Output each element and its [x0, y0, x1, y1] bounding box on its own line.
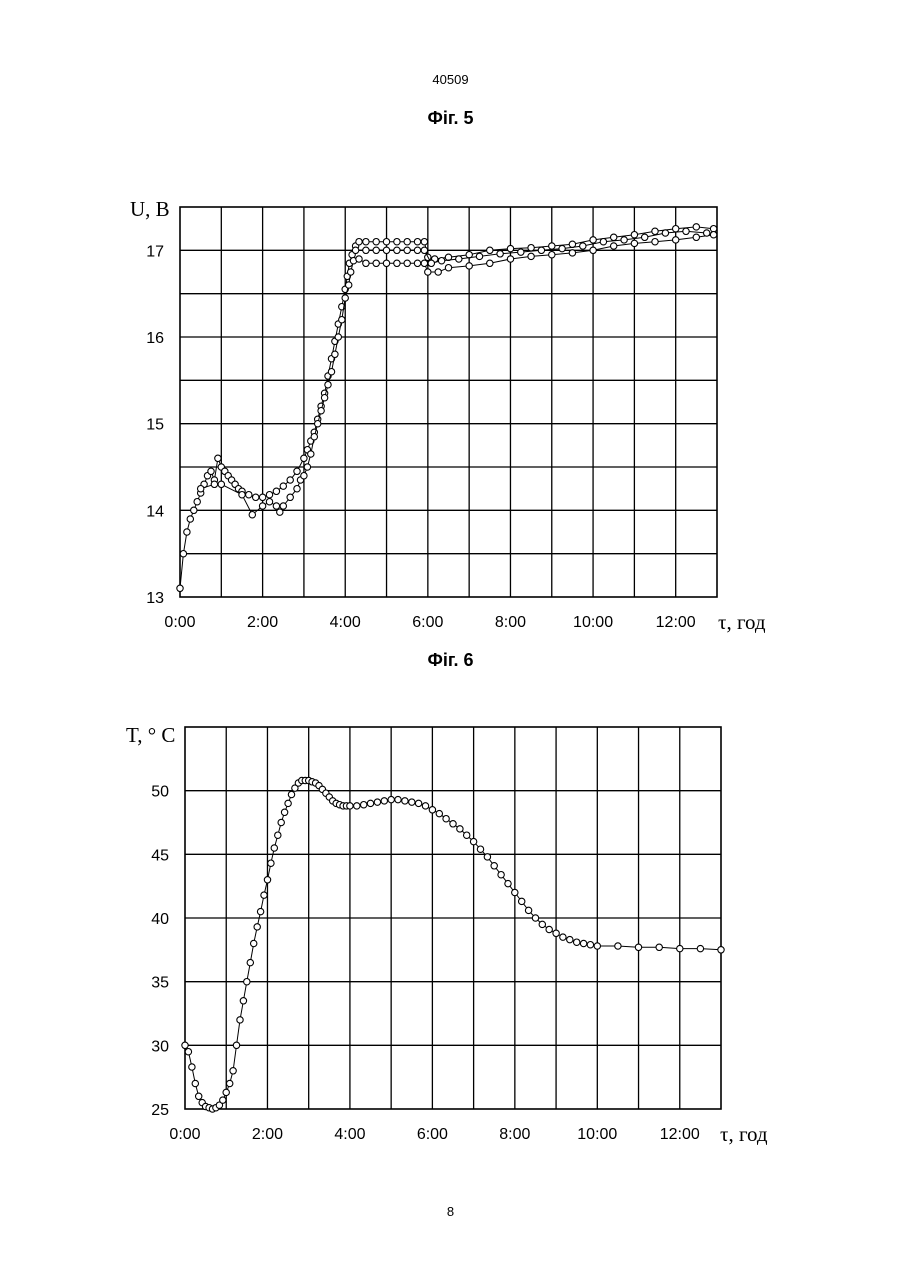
x-tick-label: 10:00	[577, 1126, 617, 1143]
y-axis-label: T, ° C	[126, 723, 175, 747]
y-tick-label: 50	[151, 784, 169, 801]
data-point	[519, 898, 525, 904]
data-point	[182, 1042, 188, 1048]
data-point	[361, 802, 367, 808]
data-point	[677, 945, 683, 951]
data-point	[560, 934, 566, 940]
x-tick-label: 6:00	[417, 1126, 448, 1143]
data-point	[587, 942, 593, 948]
data-point	[422, 803, 428, 809]
data-point	[491, 863, 497, 869]
data-point	[553, 930, 559, 936]
data-point	[580, 940, 586, 946]
page-number: 8	[0, 1204, 901, 1219]
data-point	[594, 943, 600, 949]
data-point	[484, 854, 490, 860]
data-point	[347, 803, 353, 809]
x-tick-label: 8:00	[499, 1126, 530, 1143]
x-tick-label: 4:00	[334, 1126, 365, 1143]
data-point	[251, 940, 257, 946]
data-point	[615, 943, 621, 949]
data-point	[244, 979, 250, 985]
data-point	[546, 926, 552, 932]
data-point	[525, 907, 531, 913]
y-tick-label: 25	[151, 1102, 169, 1119]
data-point	[574, 939, 580, 945]
x-tick-label: 0:00	[169, 1126, 200, 1143]
data-point	[192, 1080, 198, 1086]
data-point	[477, 846, 483, 852]
data-point	[388, 796, 394, 802]
data-point	[237, 1017, 243, 1023]
data-point	[505, 880, 511, 886]
data-point	[436, 810, 442, 816]
data-point	[257, 908, 263, 914]
y-tick-label: 35	[151, 975, 169, 992]
data-point	[395, 796, 401, 802]
data-point	[450, 821, 456, 827]
data-point	[567, 936, 573, 942]
data-point	[233, 1042, 239, 1048]
data-point	[247, 959, 253, 965]
x-tick-label: 12:00	[660, 1126, 700, 1143]
data-point	[470, 838, 476, 844]
data-point	[374, 799, 380, 805]
data-point	[443, 816, 449, 822]
data-point	[532, 915, 538, 921]
data-point	[718, 947, 724, 953]
data-point	[230, 1068, 236, 1074]
data-point	[227, 1080, 233, 1086]
data-point	[539, 921, 545, 927]
y-tick-label: 45	[151, 847, 169, 864]
data-point	[402, 798, 408, 804]
data-point	[189, 1064, 195, 1070]
data-point	[697, 945, 703, 951]
data-point	[464, 832, 470, 838]
data-point	[415, 800, 421, 806]
data-point	[254, 924, 260, 930]
data-point	[261, 892, 267, 898]
data-point	[285, 800, 291, 806]
data-point	[635, 944, 641, 950]
data-point	[264, 877, 270, 883]
data-point	[268, 860, 274, 866]
y-tick-label: 30	[151, 1038, 169, 1055]
x-axis-label: τ, год	[720, 1122, 768, 1146]
data-point	[381, 798, 387, 804]
data-point	[271, 845, 277, 851]
data-point	[275, 832, 281, 838]
data-point	[656, 944, 662, 950]
figure-6-chart: 25 30 35 40 45 50 0:00 2:00 4:00 6:00 8:00 10:00 12:…	[0, 0, 901, 1200]
data-point	[185, 1049, 191, 1055]
data-point	[240, 998, 246, 1004]
data-point	[288, 791, 294, 797]
data-point	[354, 803, 360, 809]
data-point	[223, 1089, 229, 1095]
data-point	[367, 800, 373, 806]
data-point	[196, 1093, 202, 1099]
data-point	[457, 826, 463, 832]
data-point	[429, 807, 435, 813]
y-tick-label: 40	[151, 911, 169, 928]
data-point	[498, 872, 504, 878]
data-point	[281, 809, 287, 815]
data-point	[512, 889, 518, 895]
x-tick-label: 2:00	[252, 1126, 283, 1143]
data-point	[278, 819, 284, 825]
data-point	[220, 1097, 226, 1103]
data-point	[409, 799, 415, 805]
